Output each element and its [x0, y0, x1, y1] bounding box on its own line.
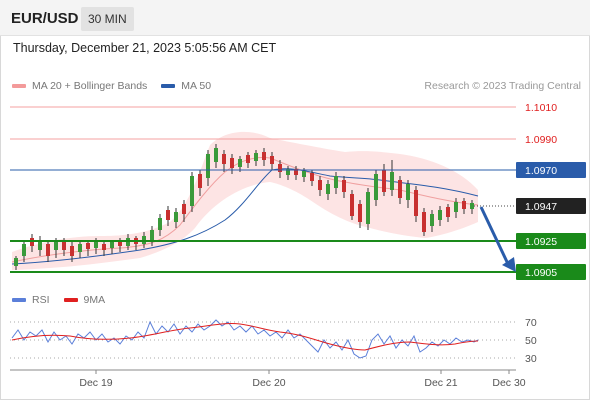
chart-datetime: Thursday, December 21, 2023 5:05:56 AM C… — [13, 41, 277, 55]
level-label-1-0905: 1.0905 — [525, 267, 557, 279]
level-badge-1-0947 — [516, 198, 586, 214]
level-label-1-0970: 1.0970 — [525, 165, 557, 177]
legend-label-9ma: 9MA — [83, 294, 106, 306]
rsi-ma9-line — [11, 323, 479, 351]
level-label-1-0925: 1.0925 — [525, 236, 557, 248]
rsi-legend: RSI 9MA — [12, 294, 119, 306]
level-badge-1-0905 — [516, 264, 586, 280]
research-credit: Research © 2023 Trading Central — [424, 80, 581, 92]
ma50-swatch-icon — [161, 84, 176, 88]
legend-item-ma50: MA 50 — [161, 80, 211, 92]
ma50-line — [11, 168, 479, 265]
x-axis-label-dec30: Dec 30 — [492, 377, 525, 389]
legend-item-rsi: RSI — [12, 294, 50, 306]
legend-label-ma50: MA 50 — [181, 80, 212, 92]
level-label-1-0990: 1.0990 — [525, 134, 557, 146]
x-axis-label-dec19: Dec 19 — [79, 377, 112, 389]
timeframe-badge[interactable]: 30 MIN — [81, 7, 134, 31]
x-axis-label-dec20: Dec 20 — [252, 377, 285, 389]
legend-label-rsi: RSI — [32, 294, 50, 306]
legend-item-9ma: 9MA — [63, 294, 106, 306]
ma20-swatch-icon — [12, 84, 26, 88]
rsi-line — [11, 319, 479, 359]
rsi-label-30: 30 — [525, 353, 537, 365]
ma9-swatch-icon — [63, 298, 78, 302]
top-bar: EUR/USD 30 MIN — [0, 0, 590, 36]
legend-label-ma20: MA 20 + Bollinger Bands — [32, 80, 148, 92]
forecast-arrow-icon — [479, 206, 516, 272]
price-legend: MA 20 + Bollinger Bands MA 50 — [12, 80, 225, 92]
symbol-title: EUR/USD — [11, 10, 79, 27]
legend-item-ma20: MA 20 + Bollinger Bands — [12, 80, 147, 92]
rsi-label-50: 50 — [525, 335, 537, 347]
rsi-swatch-icon — [12, 298, 26, 302]
level-label-1-0947: 1.0947 — [525, 201, 557, 213]
x-axis-label-dec21: Dec 21 — [424, 377, 457, 389]
level-label-1-1010: 1.1010 — [525, 102, 557, 114]
level-badge-1-0970 — [516, 162, 586, 178]
level-badge-1-0925 — [516, 233, 586, 249]
rsi-label-70: 70 — [525, 317, 537, 329]
